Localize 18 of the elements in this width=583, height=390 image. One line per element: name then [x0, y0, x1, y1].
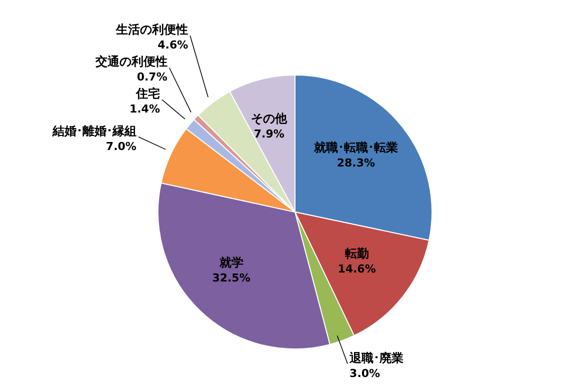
slice-label: 就職･転職･転業 — [312, 140, 398, 154]
slice-label: 就学 — [218, 255, 244, 270]
data-label: 4.6% — [158, 38, 188, 52]
data-label: 7.0% — [106, 140, 136, 153]
slice-label: 転勤 — [344, 246, 369, 260]
slice-label: 生活の利便性 — [115, 22, 188, 37]
slice-label: その他 — [251, 112, 288, 126]
data-label: 0.7% — [136, 70, 168, 84]
data-label: 28.3% — [336, 156, 376, 170]
slice-label: 交通の利便性 — [94, 54, 168, 69]
data-label: 14.6% — [338, 262, 376, 276]
data-label: 3.0% — [350, 366, 380, 380]
slice-label: 結婚･離婚･縁組 — [51, 124, 136, 138]
slice-label: 住宅 — [134, 86, 160, 101]
data-label: 7.9% — [254, 128, 284, 141]
data-label: 1.4% — [129, 102, 160, 116]
slice-label: 退職･廃業 — [348, 350, 404, 365]
data-label: 32.5% — [212, 271, 250, 284]
